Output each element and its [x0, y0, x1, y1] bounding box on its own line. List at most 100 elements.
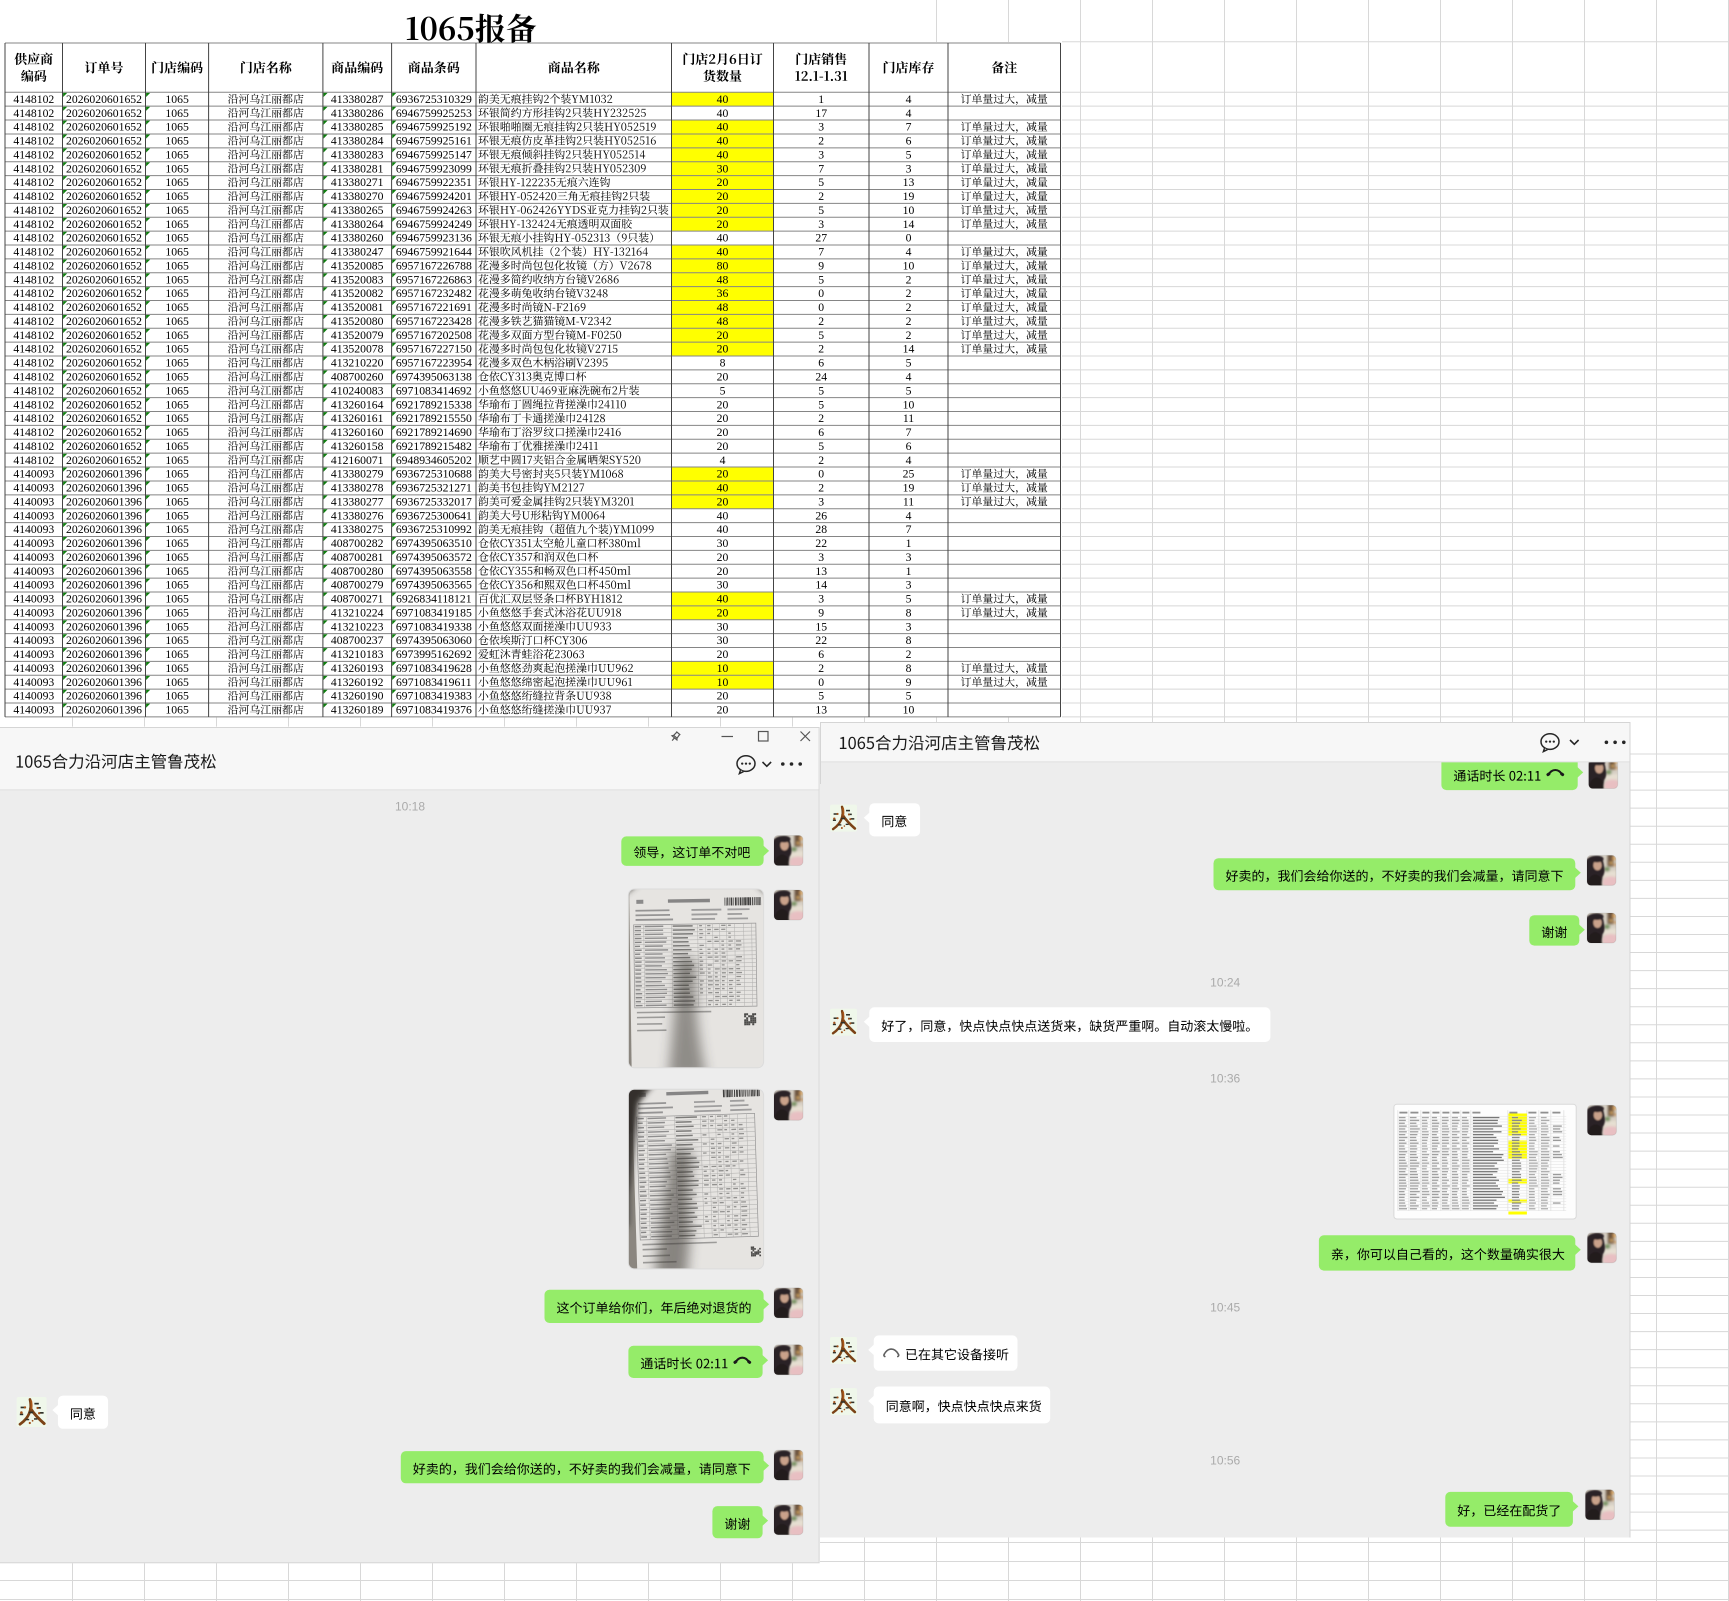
svg-text:8: 8	[906, 607, 912, 620]
svg-text:1065: 1065	[165, 593, 189, 606]
svg-text:40: 40	[717, 509, 729, 522]
svg-text:6: 6	[818, 357, 824, 370]
svg-text:2026020601652: 2026020601652	[66, 107, 142, 120]
svg-text:413260190: 413260190	[331, 690, 384, 703]
svg-text:2026020601652: 2026020601652	[66, 440, 142, 453]
svg-text:10: 10	[717, 662, 729, 675]
svg-text:6971083414692: 6971083414692	[396, 384, 472, 397]
svg-text:2: 2	[818, 135, 824, 148]
svg-text:1065: 1065	[165, 454, 189, 467]
svg-text:10: 10	[903, 204, 915, 217]
svg-text:30: 30	[717, 634, 729, 647]
svg-text:413210220: 413210220	[331, 357, 384, 370]
svg-text:6946759925161: 6946759925161	[396, 135, 472, 148]
svg-text:48: 48	[717, 273, 729, 286]
svg-text:2026020601652: 2026020601652	[66, 426, 142, 439]
svg-text:6936725321271: 6936725321271	[396, 482, 472, 495]
svg-text:4140093: 4140093	[13, 495, 54, 508]
svg-text:1065: 1065	[165, 232, 189, 245]
svg-text:6946759921644: 6946759921644	[396, 246, 472, 259]
svg-text:6971083419611: 6971083419611	[396, 676, 472, 689]
svg-text:19: 19	[903, 482, 915, 495]
svg-text:13: 13	[815, 704, 827, 717]
svg-text:4: 4	[906, 93, 912, 106]
svg-text:4148102: 4148102	[13, 148, 54, 161]
svg-text:6921789214690: 6921789214690	[396, 426, 472, 439]
svg-text:1065: 1065	[165, 579, 189, 592]
svg-text:408700260: 408700260	[331, 371, 384, 384]
svg-text:3: 3	[906, 579, 912, 592]
svg-text:40: 40	[717, 232, 729, 245]
svg-text:2026020601652: 2026020601652	[66, 454, 142, 467]
svg-text:6: 6	[906, 440, 912, 453]
svg-text:4: 4	[906, 509, 912, 522]
svg-text:20: 20	[717, 176, 729, 189]
svg-text:4140093: 4140093	[13, 551, 54, 564]
svg-text:412160071: 412160071	[331, 454, 384, 467]
svg-text:408700279: 408700279	[331, 579, 384, 592]
svg-text:4148102: 4148102	[13, 398, 54, 411]
svg-text:11: 11	[903, 495, 914, 508]
svg-text:7: 7	[906, 523, 912, 536]
svg-text:413380281: 413380281	[331, 162, 384, 175]
svg-text:1065: 1065	[165, 648, 189, 661]
svg-text:4140093: 4140093	[13, 593, 54, 606]
svg-text:0: 0	[906, 232, 912, 245]
svg-text:5: 5	[818, 384, 824, 397]
svg-text:2026020601652: 2026020601652	[66, 93, 142, 106]
svg-text:4140093: 4140093	[13, 607, 54, 620]
svg-text:413520082: 413520082	[331, 287, 384, 300]
svg-text:1065: 1065	[165, 676, 189, 689]
svg-text:4140093: 4140093	[13, 565, 54, 578]
svg-text:6957167226863: 6957167226863	[396, 273, 472, 286]
svg-text:4148102: 4148102	[13, 412, 54, 425]
svg-text:6946759923099: 6946759923099	[396, 162, 472, 175]
svg-text:1065: 1065	[165, 523, 189, 536]
svg-text:4140093: 4140093	[13, 690, 54, 703]
svg-text:6957167232482: 6957167232482	[396, 287, 472, 300]
svg-text:413260189: 413260189	[331, 704, 384, 717]
svg-text:14: 14	[815, 579, 827, 592]
svg-text:1065: 1065	[165, 704, 189, 717]
svg-text:3: 3	[818, 495, 824, 508]
svg-text:2026020601652: 2026020601652	[66, 287, 142, 300]
svg-text:4: 4	[720, 454, 726, 467]
svg-text:4148102: 4148102	[13, 426, 54, 439]
svg-text:1065: 1065	[165, 204, 189, 217]
svg-text:6974395063572: 6974395063572	[396, 551, 472, 564]
svg-text:8: 8	[906, 634, 912, 647]
svg-text:8: 8	[906, 662, 912, 675]
svg-text:2026020601396: 2026020601396	[66, 523, 142, 536]
svg-text:24: 24	[815, 371, 827, 384]
svg-text:6946759925147: 6946759925147	[396, 148, 472, 161]
svg-text:1065: 1065	[165, 315, 189, 328]
svg-text:1: 1	[906, 565, 912, 578]
svg-text:408700280: 408700280	[331, 565, 384, 578]
svg-text:5: 5	[906, 690, 912, 703]
svg-text:2026020601652: 2026020601652	[66, 260, 142, 273]
svg-text:4148102: 4148102	[13, 121, 54, 134]
svg-text:10:56: 10:56	[1210, 1453, 1240, 1467]
svg-text:2026020601396: 2026020601396	[66, 704, 142, 717]
svg-text:2: 2	[818, 482, 824, 495]
svg-text:413210224: 413210224	[331, 607, 384, 620]
svg-text:2: 2	[818, 190, 824, 203]
svg-text:2026020601652: 2026020601652	[66, 176, 142, 189]
svg-text:30: 30	[717, 537, 729, 550]
svg-text:5: 5	[906, 357, 912, 370]
svg-text:2026020601396: 2026020601396	[66, 662, 142, 675]
svg-text:20: 20	[717, 218, 729, 231]
svg-text:1065: 1065	[165, 301, 189, 314]
svg-text:4140093: 4140093	[13, 634, 54, 647]
svg-text:413380278: 413380278	[331, 482, 384, 495]
svg-text:2: 2	[906, 648, 912, 661]
svg-text:6971083419628: 6971083419628	[396, 662, 472, 675]
svg-text:20: 20	[717, 398, 729, 411]
svg-text:1065: 1065	[165, 551, 189, 564]
svg-text:25: 25	[903, 468, 915, 481]
svg-text:4140093: 4140093	[13, 509, 54, 522]
svg-text:2026020601652: 2026020601652	[66, 218, 142, 231]
svg-text:2: 2	[906, 329, 912, 342]
svg-text:10:18: 10:18	[395, 799, 425, 813]
svg-text:5: 5	[818, 440, 824, 453]
